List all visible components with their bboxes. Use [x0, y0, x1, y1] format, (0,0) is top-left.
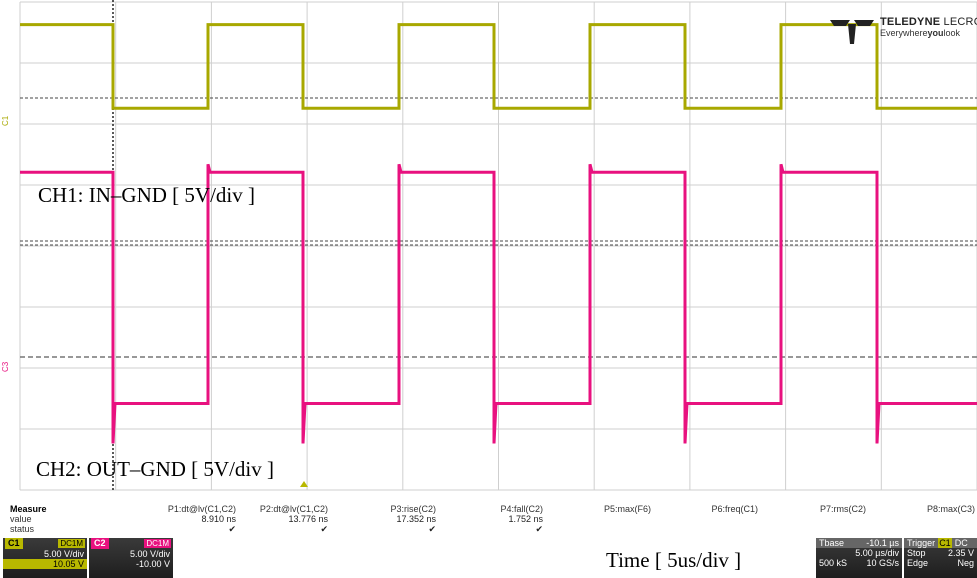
time-annotation: Time [ 5us/div ]	[606, 548, 742, 572]
measure-column[interactable]: P6:freq(C1)	[668, 504, 758, 514]
measure-column[interactable]: P2:dt@lv(C1,C2) 13.776 ns ✔	[238, 504, 328, 534]
timebase-box[interactable]: Tbase -10.1 µs 5.00 µs/div 500 kS 10 GS/s	[816, 538, 902, 578]
status-bar: C1 DC1M 5.00 V/div 10.05 V C2 DC1M 5.00 V/…	[0, 538, 977, 578]
graticule	[19, 1, 977, 491]
trigger-source: C1	[938, 538, 952, 548]
trigger-box[interactable]: Trigger C1 DC Stop 2.35 V Edge Neg	[904, 538, 977, 578]
ch2-annotation: CH2: OUT–GND [ 5V/div ]	[36, 457, 274, 481]
measure-param-name: P4:fall(C2)	[500, 504, 543, 514]
measure-panel: Measure value status P1:dt@lv(C1,C2) 8.91…	[0, 492, 977, 538]
c2-box-vdiv: 5.00 V/div	[129, 549, 170, 559]
measure-param-name: P5:max(F6)	[603, 504, 651, 514]
measure-param-value: 1.752 ns	[508, 514, 543, 524]
c2-marker[interactable]: C3	[1, 361, 10, 372]
trigger-level: 2.35 V	[947, 548, 974, 558]
measure-param-name: P2:dt@lv(C1,C2)	[259, 504, 328, 514]
brand-tagline: Everywhereyoulook	[880, 28, 961, 38]
brand-name: TELEDYNE LECROY	[880, 16, 977, 28]
c2-descriptor-box[interactable]: C2 DC1M 5.00 V/div -10.00 V	[89, 538, 173, 578]
trigger-coupling: DC	[954, 538, 968, 548]
measure-param-name: P7:rms(C2)	[819, 504, 866, 514]
trigger-label: Trigger	[907, 538, 936, 548]
timebase-samples: 500 kS	[819, 558, 848, 568]
timebase-tdiv: 5.00 µs/div	[855, 548, 899, 558]
measure-param-status: ✔	[320, 524, 328, 534]
measure-param-name: P6:freq(C1)	[711, 504, 758, 514]
measure-param-status: ✔	[228, 524, 236, 534]
timebase-delay: -10.1 µs	[866, 538, 899, 548]
measure-row-status: status	[10, 524, 35, 534]
c1-marker[interactable]: C1	[1, 115, 10, 126]
measure-param-status: ✔	[428, 524, 436, 534]
measure-column[interactable]: P7:rms(C2)	[776, 504, 866, 514]
c2-box-name: C2	[91, 538, 109, 549]
trigger-mode: Stop	[907, 548, 926, 558]
measure-param-name: P1:dt@lv(C1,C2)	[167, 504, 236, 514]
c1-box-vdiv: 5.00 V/div	[43, 549, 84, 559]
measure-param-value: 13.776 ns	[288, 514, 328, 524]
waveform-display[interactable]: C1 C3	[0, 0, 977, 492]
measure-param-value: 17.352 ns	[396, 514, 436, 524]
timebase-label: Tbase	[819, 538, 845, 548]
measure-param-name: P8:max(C3)	[926, 504, 975, 514]
c1-box-coupling: DC1M	[58, 539, 85, 548]
measure-column[interactable]: P1:dt@lv(C1,C2) 8.910 ns ✔	[146, 504, 236, 534]
trigger-position-marker[interactable]	[300, 481, 308, 487]
c1-box-offset: 10.05 V	[3, 559, 87, 569]
measure-param-status: ✔	[535, 524, 543, 534]
measure-column[interactable]: P5:max(F6)	[561, 504, 651, 514]
c2-box-coupling: DC1M	[144, 539, 171, 548]
c1-trace	[20, 23, 977, 110]
measure-column[interactable]: P4:fall(C2) 1.752 ns ✔	[453, 504, 543, 534]
measure-column[interactable]: P8:max(C3)	[885, 504, 975, 514]
timebase-rate: 10 GS/s	[866, 558, 899, 568]
c1-box-name: C1	[5, 538, 23, 549]
measure-param-value: 8.910 ns	[201, 514, 236, 524]
measure-column[interactable]: P3:rise(C2) 17.352 ns ✔	[346, 504, 436, 534]
logo-icon	[830, 20, 874, 44]
c2-box-offset: -10.00 V	[135, 559, 170, 569]
ch1-annotation: CH1: IN–GND [ 5V/div ]	[38, 183, 255, 207]
c2-trace	[20, 163, 977, 444]
measure-title: Measure	[10, 504, 47, 514]
brand-logo: TELEDYNE LECROY Everywhereyoulook	[830, 16, 977, 49]
trigger-type: Edge	[907, 558, 929, 568]
trigger-slope: Neg	[957, 558, 974, 568]
measure-param-name: P3:rise(C2)	[390, 504, 436, 514]
measure-row-value: value	[10, 514, 32, 524]
c1-descriptor-box[interactable]: C1 DC1M 5.00 V/div 10.05 V	[3, 538, 87, 578]
